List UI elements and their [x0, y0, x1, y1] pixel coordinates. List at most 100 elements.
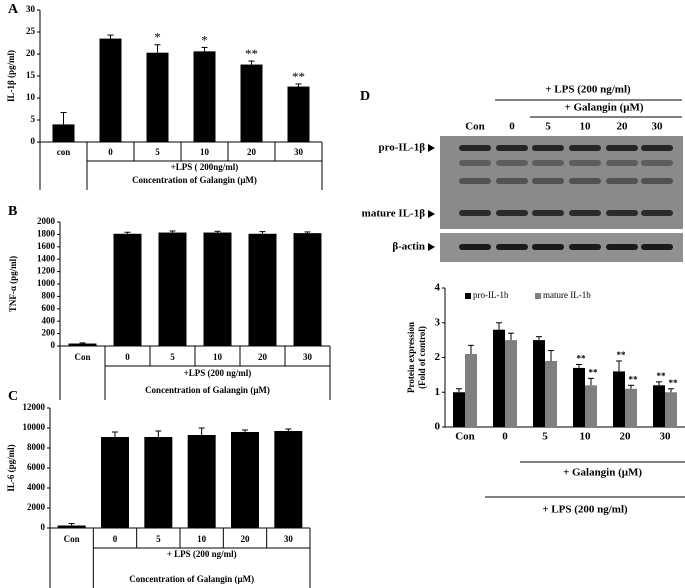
- bar: [146, 52, 169, 142]
- lane-label: 30: [652, 121, 664, 133]
- blot-band: [569, 160, 601, 166]
- group-label: + LPS (200 ng/ml): [167, 549, 237, 559]
- band-arrow: [428, 144, 435, 251]
- blot-band: [569, 210, 601, 216]
- y-tick-label: 0: [31, 136, 36, 146]
- y-axis-label: (Fold of control): [417, 326, 427, 389]
- lane-label: Con: [465, 121, 485, 133]
- x-tick-label: 20: [241, 534, 251, 544]
- bar: [493, 329, 505, 427]
- significance: **: [617, 350, 627, 360]
- x-tick-label: 10: [213, 352, 223, 362]
- x-tick-label: Con: [64, 534, 80, 544]
- x-tick-label: 5: [542, 431, 548, 443]
- x-tick-label: 0: [108, 147, 113, 157]
- blot-band: [459, 210, 491, 216]
- y-tick-label: 2: [435, 351, 441, 363]
- bar: [101, 437, 129, 528]
- y-tick-label: 3: [435, 316, 441, 328]
- panel-label: D: [360, 89, 370, 104]
- y-axis-label: TNF-α (pg/ml): [8, 256, 18, 312]
- x-tick-label: 30: [284, 534, 294, 544]
- legend-swatch: [465, 293, 471, 299]
- y-tick-label: 2000: [37, 216, 56, 226]
- significance: **: [292, 69, 305, 84]
- blot-band: [459, 160, 491, 166]
- blot: + LPS (200 ng/ml) + Galangin (μM) pro-IL…: [362, 84, 683, 262]
- blot-band: [532, 145, 564, 151]
- lane-label: 0: [509, 121, 515, 133]
- significance: **: [577, 354, 587, 364]
- group-label: +LPS (200 ng/ml): [184, 368, 252, 378]
- bar: [287, 86, 310, 142]
- y-axis-label: Protein expression: [406, 322, 416, 393]
- y-tick-label: 4000: [27, 482, 46, 492]
- significance: **: [245, 46, 258, 61]
- y-tick-label: 4: [435, 282, 441, 294]
- legend-label: mature IL-1b: [543, 290, 591, 300]
- y-tick-label: 1600: [37, 241, 56, 251]
- bar: [585, 385, 597, 427]
- x-tick-label: Con: [455, 431, 475, 443]
- legend-swatch: [535, 293, 541, 299]
- bar: [203, 232, 232, 346]
- blot-band: [606, 145, 638, 151]
- group-label: + LPS (200 ng/ml): [542, 504, 628, 516]
- y-axis-label: IL-1β (pg/ml): [6, 50, 16, 102]
- y-tick-label: 5: [31, 114, 36, 124]
- y-tick-label: 0: [435, 421, 441, 433]
- blot-band: [496, 244, 528, 250]
- lane-label: 5: [545, 121, 551, 133]
- group-label: + Galangin (μM): [563, 467, 642, 479]
- blot-band: [641, 160, 673, 166]
- x-tick-label: 10: [580, 431, 592, 443]
- bar: [158, 232, 187, 346]
- blot-band: [641, 244, 673, 250]
- significance: **: [657, 371, 667, 381]
- blot-band: [569, 145, 601, 151]
- blot-band: [532, 210, 564, 216]
- x-tick-label: con: [57, 147, 71, 157]
- panel-label: C: [8, 389, 18, 404]
- x-tick-label: 30: [303, 352, 313, 362]
- x-tick-label: 10: [197, 534, 207, 544]
- blot-band: [606, 244, 638, 250]
- x-tick-label: 5: [156, 534, 161, 544]
- y-tick-label: 25: [26, 26, 36, 36]
- blot-band: [459, 145, 491, 151]
- band-label: pro-IL-1β: [378, 142, 425, 154]
- blot-band: [606, 160, 638, 166]
- panel-label: A: [8, 2, 19, 17]
- bar: [665, 392, 677, 427]
- blot-band: [496, 178, 528, 184]
- x-tick-label: 5: [170, 352, 175, 362]
- x-tick-label: 0: [113, 534, 118, 544]
- bar: [533, 340, 545, 427]
- bar: [193, 51, 216, 142]
- x-tick-label: 30: [294, 147, 304, 157]
- bar: [613, 371, 625, 427]
- y-tick-label: 1200: [37, 266, 56, 276]
- significance: **: [589, 367, 599, 377]
- bar: [240, 64, 263, 142]
- y-tick-label: 15: [26, 70, 36, 80]
- lane-label: 20: [617, 121, 629, 133]
- bar: [653, 385, 665, 427]
- panel-label: B: [8, 204, 17, 219]
- blot-band: [496, 160, 528, 166]
- x-axis-label: Concentration of Galangin (μM): [129, 574, 254, 584]
- treatment-label: + LPS (200 ng/ml): [545, 84, 631, 96]
- lane-label: 10: [580, 121, 592, 133]
- x-tick-label: 5: [155, 147, 160, 157]
- bar: [573, 367, 585, 427]
- y-axis-label: IL-6 (pg/ml): [6, 444, 16, 491]
- y-tick-label: 10: [26, 92, 36, 102]
- y-tick-label: 800: [42, 290, 56, 300]
- group-label: +LPS ( 200ng/ml): [171, 162, 239, 172]
- blot-band: [569, 178, 601, 184]
- x-tick-label: 0: [125, 352, 130, 362]
- x-axis-label: Concentration of Galangin (μM): [132, 175, 257, 185]
- significance: *: [154, 30, 161, 45]
- blot-band: [641, 145, 673, 151]
